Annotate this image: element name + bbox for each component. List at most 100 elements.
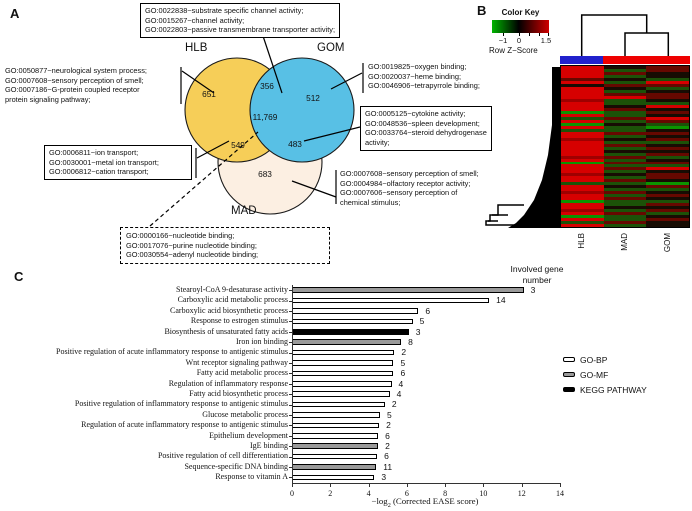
heatmap-cell (603, 179, 647, 183)
heatmap-cell (561, 173, 604, 177)
heatmap-cell (603, 161, 647, 165)
category-tick (289, 425, 292, 427)
gene-number: 2 (401, 347, 407, 358)
heatmap-cell (561, 92, 604, 96)
heatmap-cell (646, 128, 690, 132)
heatmap-cell (603, 149, 647, 153)
heatmap-cell (603, 158, 647, 162)
heatmap-cell (561, 221, 604, 225)
heatmap-cell (561, 209, 604, 213)
callout-line: GO:0048536~spleen development; (365, 118, 480, 128)
heatmap-row (561, 176, 690, 180)
heatmap-row (561, 83, 690, 87)
category-tick (289, 467, 292, 468)
callout-cytokine: GO:0005125~cytokine activity; GO:0048536~… (360, 106, 492, 151)
y-axis-line (292, 285, 293, 484)
heatmap-cell (561, 164, 604, 168)
heatmap-row (561, 212, 690, 216)
heatmap-cell (561, 116, 604, 120)
callout-line: GO:0007608~sensory perception of smell; (340, 169, 479, 178)
heatmap-cell (646, 152, 690, 156)
heatmap-cell (646, 86, 690, 90)
color-key-title: Color Key (501, 8, 540, 17)
heatmap-cell (603, 185, 647, 189)
category-label: Response to estrogen stimulus (190, 316, 288, 326)
heatmap-cell (646, 224, 690, 228)
gene-number: 11 (383, 461, 393, 472)
heatmap-cell (603, 101, 647, 105)
x-tick (445, 483, 447, 487)
heatmap-cell (603, 92, 647, 96)
heatmap-cell (603, 197, 647, 201)
heatmap-cell (603, 152, 647, 156)
heatmap-cell (561, 206, 604, 210)
heatmap-cell (646, 194, 690, 198)
heatmap-cell (603, 167, 647, 171)
gene-number: 3 (530, 285, 536, 295)
heatmap-row (561, 74, 690, 78)
callout-line: GO:0030001~metal ion transport; (49, 157, 159, 167)
heatmap-row (561, 68, 690, 72)
bar (292, 422, 380, 429)
heatmap-row (561, 95, 690, 99)
bar (292, 297, 490, 304)
x-tick-label: 4 (366, 489, 371, 498)
heatmap-cell (646, 143, 690, 147)
category-tick (289, 321, 292, 323)
heatmap-cell (646, 77, 690, 81)
legend-marker (563, 387, 575, 392)
column-group-color (560, 56, 604, 64)
heatmap-cell (603, 188, 647, 192)
heatmap-row (561, 146, 690, 150)
heatmap-row (561, 155, 690, 159)
x-title-post: (Corrected EASE score) (390, 496, 479, 506)
heatmap-cell (561, 98, 604, 102)
venn-count-center: 11,769 (252, 112, 278, 122)
color-key-tick-label: 0 (516, 36, 522, 45)
venn-label-hlb: HLB (185, 42, 208, 54)
heatmap-row (561, 143, 690, 147)
category-tick (289, 290, 292, 292)
heatmap-cell (603, 68, 647, 72)
gene-number: 5 (419, 316, 425, 327)
callout-line: GO:0022803~passive transmembrane transpo… (145, 25, 335, 35)
heatmap-row (561, 185, 690, 189)
heatmap-cell (603, 77, 647, 81)
category-tick (289, 363, 292, 364)
x-axis-title: −log2 (Corrected EASE score) (372, 496, 479, 509)
venn-count-gom-mad: 483 (288, 139, 302, 149)
heatmap-cell (603, 128, 647, 132)
heatmap-cell (646, 191, 690, 195)
heatmap-cell (561, 191, 604, 195)
heatmap-cell (561, 179, 604, 183)
color-key-tick (539, 33, 540, 36)
category-tick (289, 331, 292, 333)
heatmap-cell (646, 221, 690, 225)
heatmap-cell (603, 224, 647, 228)
gene-number: 6 (384, 451, 389, 462)
gene-number: 3 (415, 326, 421, 337)
bar (292, 381, 392, 387)
gene-number: 8 (408, 337, 413, 347)
legend-label: KEGG PATHWAY (580, 384, 647, 395)
callout-line: GO:0005125~cytokine activity; (365, 109, 466, 118)
gene-number: 3 (381, 472, 387, 483)
heatmap-cell (603, 203, 647, 207)
heatmap-row (561, 77, 690, 81)
x-tick-label: 10 (479, 489, 488, 498)
category-label: Carboxylic acid biosynthetic process (170, 305, 288, 315)
callout-line: GO:0046906~tetrapyrrole binding; (368, 81, 480, 91)
color-key-tick (519, 33, 520, 36)
x-tick (521, 483, 523, 487)
heatmap-cell (646, 95, 690, 99)
color-key-tick (503, 33, 504, 36)
heatmap-cell (603, 176, 647, 180)
column-color-sidebar (560, 56, 690, 64)
heatmap-row (561, 200, 690, 204)
x-tick-label: 14 (556, 489, 564, 498)
callout-line: GO:0006811~ion transport; (49, 148, 139, 157)
heatmap-cell (561, 170, 604, 174)
heatmap-row (561, 98, 690, 102)
heatmap-cell (646, 185, 690, 189)
heatmap-cell (561, 152, 604, 156)
